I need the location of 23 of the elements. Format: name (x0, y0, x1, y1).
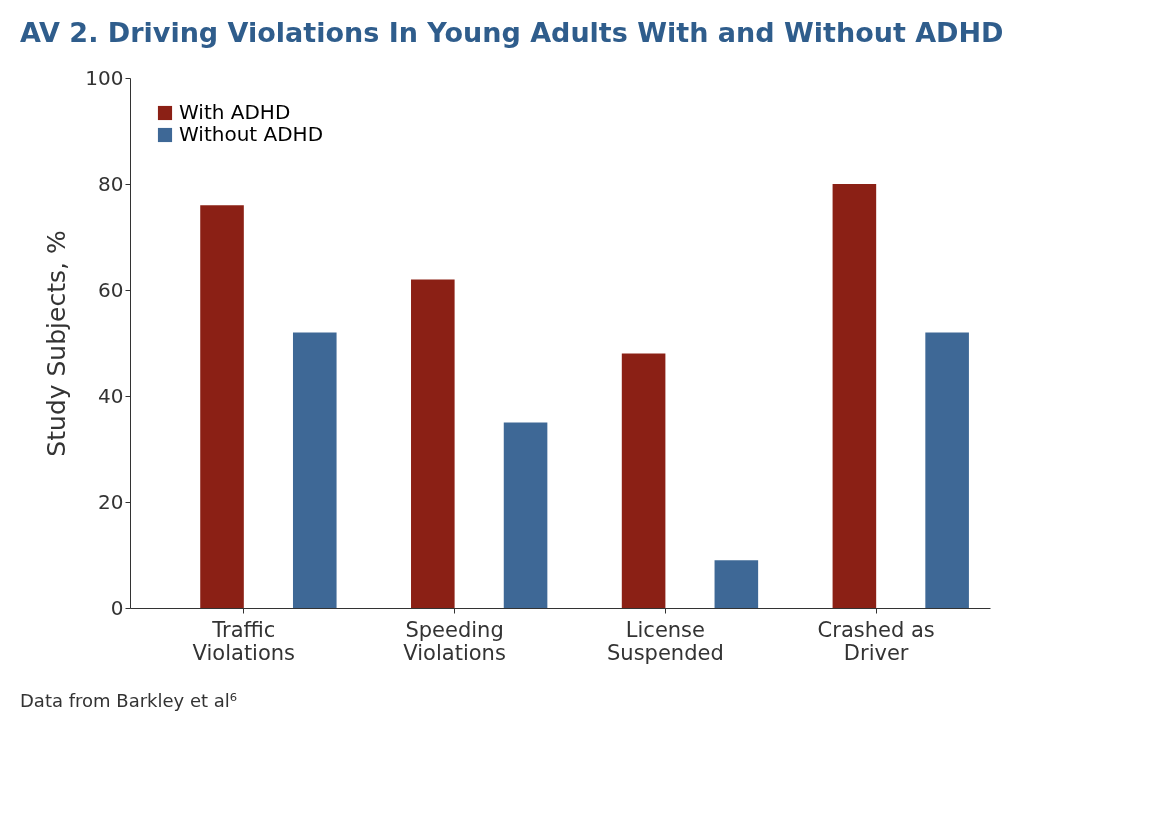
legend-label: With ADHD (179, 100, 291, 124)
bar (200, 205, 244, 608)
y-tick-label: 100 (85, 65, 124, 90)
chart-title: AV 2. Driving Violations In Young Adults With and Without ADHD (20, 17, 1004, 48)
bar (925, 332, 969, 608)
bar (832, 184, 877, 608)
y-tick-label: 20 (98, 489, 124, 514)
x-tick-label: Traffic Violations (192, 617, 296, 665)
bar (503, 422, 548, 608)
bar (621, 353, 666, 608)
y-tick-label: 0 (110, 595, 124, 620)
bar (714, 560, 759, 608)
y-tick-label: 80 (98, 171, 124, 196)
bar (292, 332, 337, 608)
text: Data from Barkley et al⁶ (20, 690, 238, 711)
x-tick-label: Crashed as Driver (817, 617, 935, 665)
y-tick-label: 60 (98, 277, 124, 302)
y-tick-label: 40 (98, 383, 124, 408)
legend-label: Without ADHD (179, 122, 324, 146)
x-tick-label: License Suspended (607, 617, 724, 665)
bar (411, 279, 455, 608)
y-axis-title: Study Subjects, % (42, 230, 72, 457)
x-tick-label: Speeding Violations (403, 617, 506, 665)
